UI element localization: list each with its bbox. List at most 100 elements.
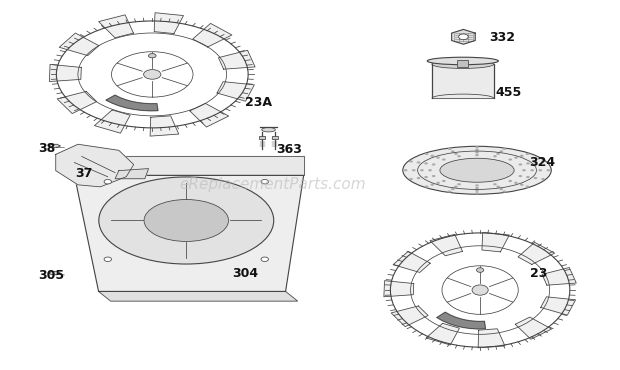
Ellipse shape — [144, 70, 161, 79]
Circle shape — [451, 150, 454, 152]
Text: 455: 455 — [495, 86, 522, 100]
Text: 324: 324 — [529, 157, 556, 169]
Bar — [272, 136, 278, 139]
Polygon shape — [482, 232, 509, 252]
Circle shape — [424, 176, 428, 178]
Circle shape — [104, 257, 112, 262]
Circle shape — [499, 188, 503, 190]
Polygon shape — [393, 251, 430, 272]
Circle shape — [436, 157, 440, 159]
Circle shape — [493, 155, 497, 157]
Circle shape — [420, 169, 423, 171]
Circle shape — [530, 169, 534, 171]
Polygon shape — [49, 144, 60, 148]
Polygon shape — [115, 169, 149, 179]
Text: 23A: 23A — [245, 95, 272, 108]
Circle shape — [493, 183, 497, 185]
Circle shape — [514, 182, 518, 184]
Polygon shape — [49, 272, 60, 275]
Text: 38: 38 — [38, 142, 55, 155]
Circle shape — [428, 169, 432, 171]
Circle shape — [475, 146, 479, 148]
Polygon shape — [217, 82, 254, 101]
Text: eReplacementParts.com: eReplacementParts.com — [180, 178, 366, 192]
Circle shape — [526, 185, 529, 188]
Circle shape — [436, 182, 440, 184]
Text: 23: 23 — [529, 267, 547, 280]
Circle shape — [417, 177, 420, 179]
Circle shape — [514, 157, 518, 159]
Ellipse shape — [99, 177, 274, 264]
Text: 305: 305 — [38, 269, 64, 282]
Circle shape — [520, 184, 524, 186]
Circle shape — [475, 151, 479, 154]
Polygon shape — [94, 110, 130, 133]
Polygon shape — [99, 15, 133, 38]
Circle shape — [432, 175, 435, 177]
Circle shape — [424, 162, 428, 165]
Polygon shape — [150, 116, 179, 136]
Polygon shape — [193, 23, 232, 47]
Circle shape — [503, 191, 506, 193]
Polygon shape — [99, 292, 298, 301]
Polygon shape — [426, 323, 459, 345]
Circle shape — [430, 184, 434, 186]
Circle shape — [538, 169, 542, 171]
Polygon shape — [391, 306, 428, 327]
Polygon shape — [541, 297, 575, 315]
Circle shape — [508, 158, 512, 161]
Circle shape — [496, 153, 500, 155]
Polygon shape — [106, 95, 158, 111]
Polygon shape — [518, 242, 555, 265]
Ellipse shape — [144, 199, 229, 242]
Ellipse shape — [472, 285, 488, 295]
Circle shape — [475, 189, 479, 192]
Text: 363: 363 — [276, 144, 302, 157]
Circle shape — [261, 257, 268, 262]
Polygon shape — [478, 329, 505, 348]
Circle shape — [442, 180, 446, 182]
Polygon shape — [437, 312, 485, 329]
Circle shape — [518, 175, 522, 177]
Circle shape — [454, 153, 458, 155]
Circle shape — [518, 163, 522, 165]
Circle shape — [442, 158, 446, 161]
Polygon shape — [451, 30, 475, 44]
Polygon shape — [50, 64, 81, 81]
Circle shape — [541, 160, 545, 162]
Circle shape — [448, 191, 451, 193]
Circle shape — [475, 192, 479, 194]
Polygon shape — [74, 156, 304, 175]
Circle shape — [522, 169, 526, 171]
Circle shape — [432, 163, 435, 165]
Circle shape — [475, 187, 479, 189]
Circle shape — [475, 149, 479, 151]
Polygon shape — [218, 50, 255, 69]
Circle shape — [534, 161, 538, 164]
Circle shape — [457, 155, 461, 157]
Polygon shape — [430, 234, 463, 256]
Circle shape — [417, 161, 420, 164]
Polygon shape — [60, 33, 99, 56]
Circle shape — [451, 188, 454, 190]
Circle shape — [459, 34, 468, 40]
Circle shape — [499, 150, 503, 152]
Text: 37: 37 — [75, 168, 92, 181]
Circle shape — [526, 153, 529, 155]
Polygon shape — [515, 317, 552, 339]
Circle shape — [526, 176, 530, 178]
Polygon shape — [432, 64, 494, 98]
Ellipse shape — [427, 57, 498, 65]
Circle shape — [425, 153, 428, 155]
Circle shape — [412, 169, 415, 171]
Circle shape — [409, 178, 413, 180]
Circle shape — [520, 155, 524, 157]
Circle shape — [475, 154, 479, 156]
Ellipse shape — [477, 268, 484, 272]
Bar — [259, 136, 265, 139]
Circle shape — [541, 178, 545, 180]
Circle shape — [454, 186, 458, 188]
Bar — [457, 60, 468, 67]
Circle shape — [104, 179, 112, 184]
Text: 304: 304 — [232, 267, 259, 280]
